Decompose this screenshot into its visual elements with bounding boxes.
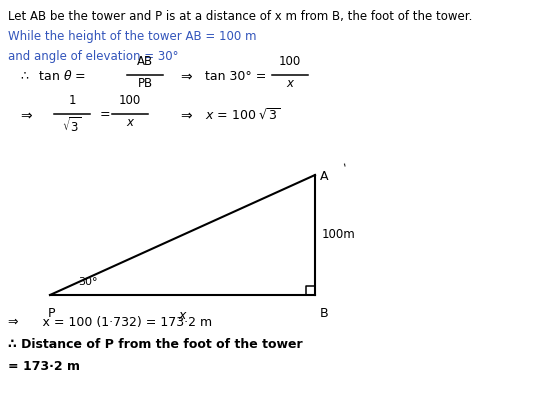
Text: and angle of elevation = 30°: and angle of elevation = 30° xyxy=(8,50,178,63)
Text: P: P xyxy=(48,307,55,320)
Text: x: x xyxy=(286,77,294,90)
Text: ˋ: ˋ xyxy=(335,163,348,179)
Text: $\therefore$  tan $\theta$ =: $\therefore$ tan $\theta$ = xyxy=(18,69,86,83)
Text: While the height of the tower AB = 100 m: While the height of the tower AB = 100 m xyxy=(8,30,257,43)
Text: $\sqrt{3}$: $\sqrt{3}$ xyxy=(63,116,81,135)
Text: Let AB be the tower and P is at a distance of x m from B, the foot of the tower.: Let AB be the tower and P is at a distan… xyxy=(8,10,473,23)
Text: 100: 100 xyxy=(279,55,301,68)
Text: $x$ = 100 $\sqrt{3}$: $x$ = 100 $\sqrt{3}$ xyxy=(205,107,280,122)
Text: $\Rightarrow$: $\Rightarrow$ xyxy=(178,69,194,83)
Text: tan 30° =: tan 30° = xyxy=(205,69,266,83)
Text: ⇒      x = 100 (1·732) = 173·2 m: ⇒ x = 100 (1·732) = 173·2 m xyxy=(8,316,212,329)
Text: B: B xyxy=(320,307,329,320)
Text: PB: PB xyxy=(137,77,152,90)
Text: = 173·2 m: = 173·2 m xyxy=(8,360,80,373)
Text: ∴ Distance of P from the foot of the tower: ∴ Distance of P from the foot of the tow… xyxy=(8,338,302,351)
Text: 1: 1 xyxy=(68,94,76,107)
Text: $\Rightarrow$: $\Rightarrow$ xyxy=(178,108,194,122)
Text: x: x xyxy=(178,309,186,322)
Text: AB: AB xyxy=(137,55,153,68)
Text: 30°: 30° xyxy=(78,277,98,287)
Text: $\Rightarrow$: $\Rightarrow$ xyxy=(18,108,34,122)
Text: 100: 100 xyxy=(119,94,141,107)
Text: 100m: 100m xyxy=(322,229,356,241)
Text: A: A xyxy=(320,170,329,183)
Text: =: = xyxy=(100,109,111,122)
Text: x: x xyxy=(126,116,134,129)
